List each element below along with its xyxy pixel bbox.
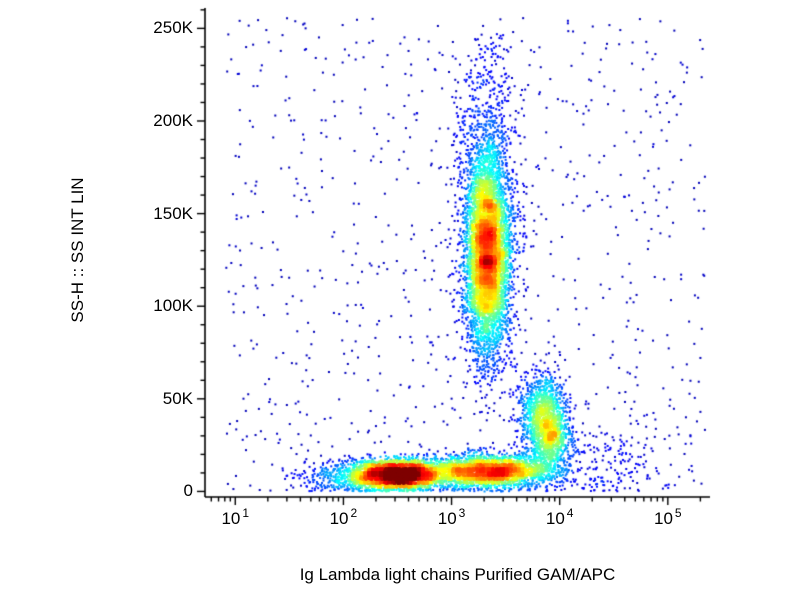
x-axis-label: Ig Lambda light chains Purified GAM/APC bbox=[299, 565, 616, 584]
y-axis-label: SS-H :: SS INT LIN bbox=[68, 177, 87, 323]
